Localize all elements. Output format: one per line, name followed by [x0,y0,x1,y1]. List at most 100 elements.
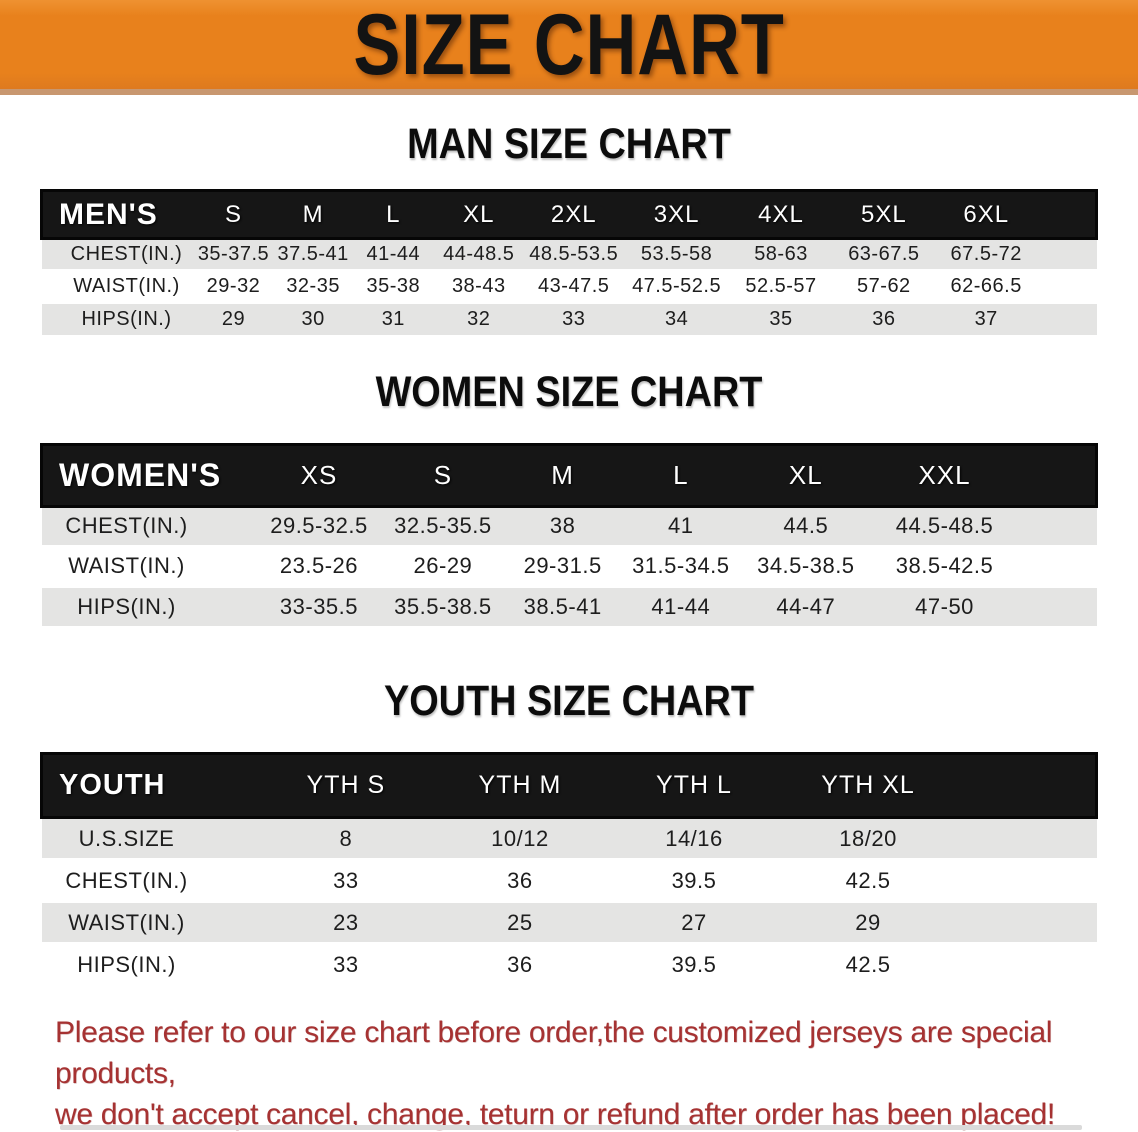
women-section-heading: WOMEN SIZE CHART [375,367,763,416]
size-value-cell: 41-44 [352,237,434,271]
size-value-cell: 36 [432,942,607,986]
size-value-cell: 38.5-41 [503,584,622,626]
measurement-row: CHEST(IN.) 35-37.5 37.5-41 41-44 44-48.5 48.5… [41,237,1097,271]
banner: SIZE CHART [0,0,1138,95]
size-column-header: YTH M [432,752,607,819]
size-column-header: XXL [871,442,1018,508]
banner-title: SIZE CHART [353,0,785,93]
size-value-cell: 10/12 [432,816,607,860]
group-label: MEN'S [40,189,194,240]
size-column-header: YTH S [258,752,433,819]
size-column-header: S [382,442,504,508]
size-column-header: XS [255,442,383,508]
row-label-cell: WAIST(IN.) [41,544,256,586]
size-value-cell: 23.5-26 [255,544,383,586]
size-value-cell: 44.5 [739,504,872,546]
spacer-cell [1017,442,1099,508]
size-value-cell: 31 [352,301,434,335]
men-size-section: MAN SIZE CHART MEN'S S M L XL 2XL 3XL 4XL 5XL 6XL… [0,121,1138,335]
size-value-cell: 41-44 [621,584,740,626]
spacer-cell [1037,269,1097,303]
spacer-cell [1037,189,1099,240]
spacer-cell [955,816,1097,860]
size-column-header: 2XL [523,189,624,240]
size-column-header: L [352,189,434,240]
size-value-cell: 37 [935,301,1038,335]
size-value-cell: 36 [432,858,607,902]
size-value-cell: 47-50 [871,584,1018,626]
row-label: WAIST(IN.) [68,909,185,935]
women-size-table: WOMEN'S XS S M L XL XXL CHEST(IN.) 29.5-32.5 32.5… [39,442,1099,626]
size-value-cell: 47.5-52.5 [623,269,730,303]
table-header-row: MEN'S S M L XL 2XL 3XL 4XL 5XL 6XL [40,189,1099,240]
table-header-row: WOMEN'S XS S M L XL XXL [39,442,1099,508]
size-value-cell: 48.5-53.5 [523,237,624,271]
spacer-cell [1017,544,1097,586]
size-value-cell: 38-43 [433,269,524,303]
measurement-row: WAIST(IN.) 29-32 32-35 35-38 38-43 43-47.5 47.… [41,269,1097,303]
size-value-cell: 33 [523,301,624,335]
size-value-cell: 33 [258,858,433,902]
size-value-cell: 44-47 [739,584,872,626]
size-value-cell: 8 [258,816,433,860]
measurement-row: CHEST(IN.) 33 36 39.5 42.5 [41,858,1097,902]
size-value-cell: 44-48.5 [433,237,524,271]
size-column-header: 3XL [623,189,730,240]
size-value-cell: 52.5-57 [729,269,833,303]
row-label-cell: HIPS(IN.) [41,584,256,626]
size-value-cell: 26-29 [382,544,504,586]
row-label: U.S.SIZE [78,825,175,851]
size-column-header: S [193,189,274,240]
row-label: HIPS(IN.) [81,307,172,330]
size-column-header: 6XL [935,189,1038,240]
size-value-cell: 25 [432,900,607,944]
size-value-cell: 35.5-38.5 [382,584,504,626]
group-label: WOMEN'S [39,442,256,508]
size-value-cell: 42.5 [781,942,956,986]
size-value-cell: 29.5-32.5 [255,504,383,546]
size-value-cell: 41 [621,504,740,546]
measurement-row: HIPS(IN.) 33-35.5 35.5-38.5 38.5-41 41-44 44-… [41,584,1097,626]
women-size-section: WOMEN SIZE CHART WOMEN'S XS S M L XL XXL CHEST(… [0,367,1138,626]
spacer-cell [955,942,1097,986]
size-value-cell: 34.5-38.5 [739,544,872,586]
spacer-cell [955,900,1097,944]
group-label: YOUTH [39,752,259,819]
row-label-cell: WAIST(IN.) [41,900,259,944]
size-column-header: M [273,189,353,240]
youth-section-heading: YOUTH SIZE CHART [383,677,754,725]
row-label: CHEST(IN.) [65,867,188,893]
table-header-row: YOUTH YTH S YTH M YTH L YTH XL [39,752,1099,819]
size-column-header: YTH XL [781,752,956,819]
size-value-cell: 35 [729,301,833,335]
size-column-header: L [621,442,740,508]
size-value-cell: 43-47.5 [523,269,624,303]
bottom-divider [60,1125,1082,1130]
size-value-cell: 34 [623,301,730,335]
size-column-header: YTH L [606,752,782,819]
measurement-row: WAIST(IN.) 23 25 27 29 [41,900,1097,944]
size-value-cell: 67.5-72 [935,237,1038,271]
row-label: WAIST(IN.) [68,553,185,578]
size-value-cell: 63-67.5 [832,237,936,271]
size-value-cell: 27 [606,900,782,944]
size-value-cell: 29-31.5 [503,544,622,586]
size-value-cell: 32.5-35.5 [382,504,504,546]
row-label-cell: WAIST(IN.) [41,269,194,303]
spacer-cell [1037,301,1097,335]
size-column-header: 4XL [729,189,833,240]
row-label: HIPS(IN.) [77,952,176,978]
size-value-cell: 53.5-58 [623,237,730,271]
size-value-cell: 32-35 [273,269,353,303]
row-label-cell: CHEST(IN.) [41,858,259,902]
size-value-cell: 44.5-48.5 [871,504,1018,546]
size-value-cell: 35-37.5 [193,237,274,271]
size-value-cell: 62-66.5 [935,269,1038,303]
size-value-cell: 58-63 [729,237,833,271]
measurement-row: HIPS(IN.) 29 30 31 32 33 34 35 36 37 [41,301,1097,335]
size-column-header: XL [739,442,872,508]
measurement-row: WAIST(IN.) 23.5-26 26-29 29-31.5 31.5-34.5 34… [41,544,1097,586]
row-label-cell: HIPS(IN.) [41,301,194,335]
size-value-cell: 29-32 [193,269,274,303]
